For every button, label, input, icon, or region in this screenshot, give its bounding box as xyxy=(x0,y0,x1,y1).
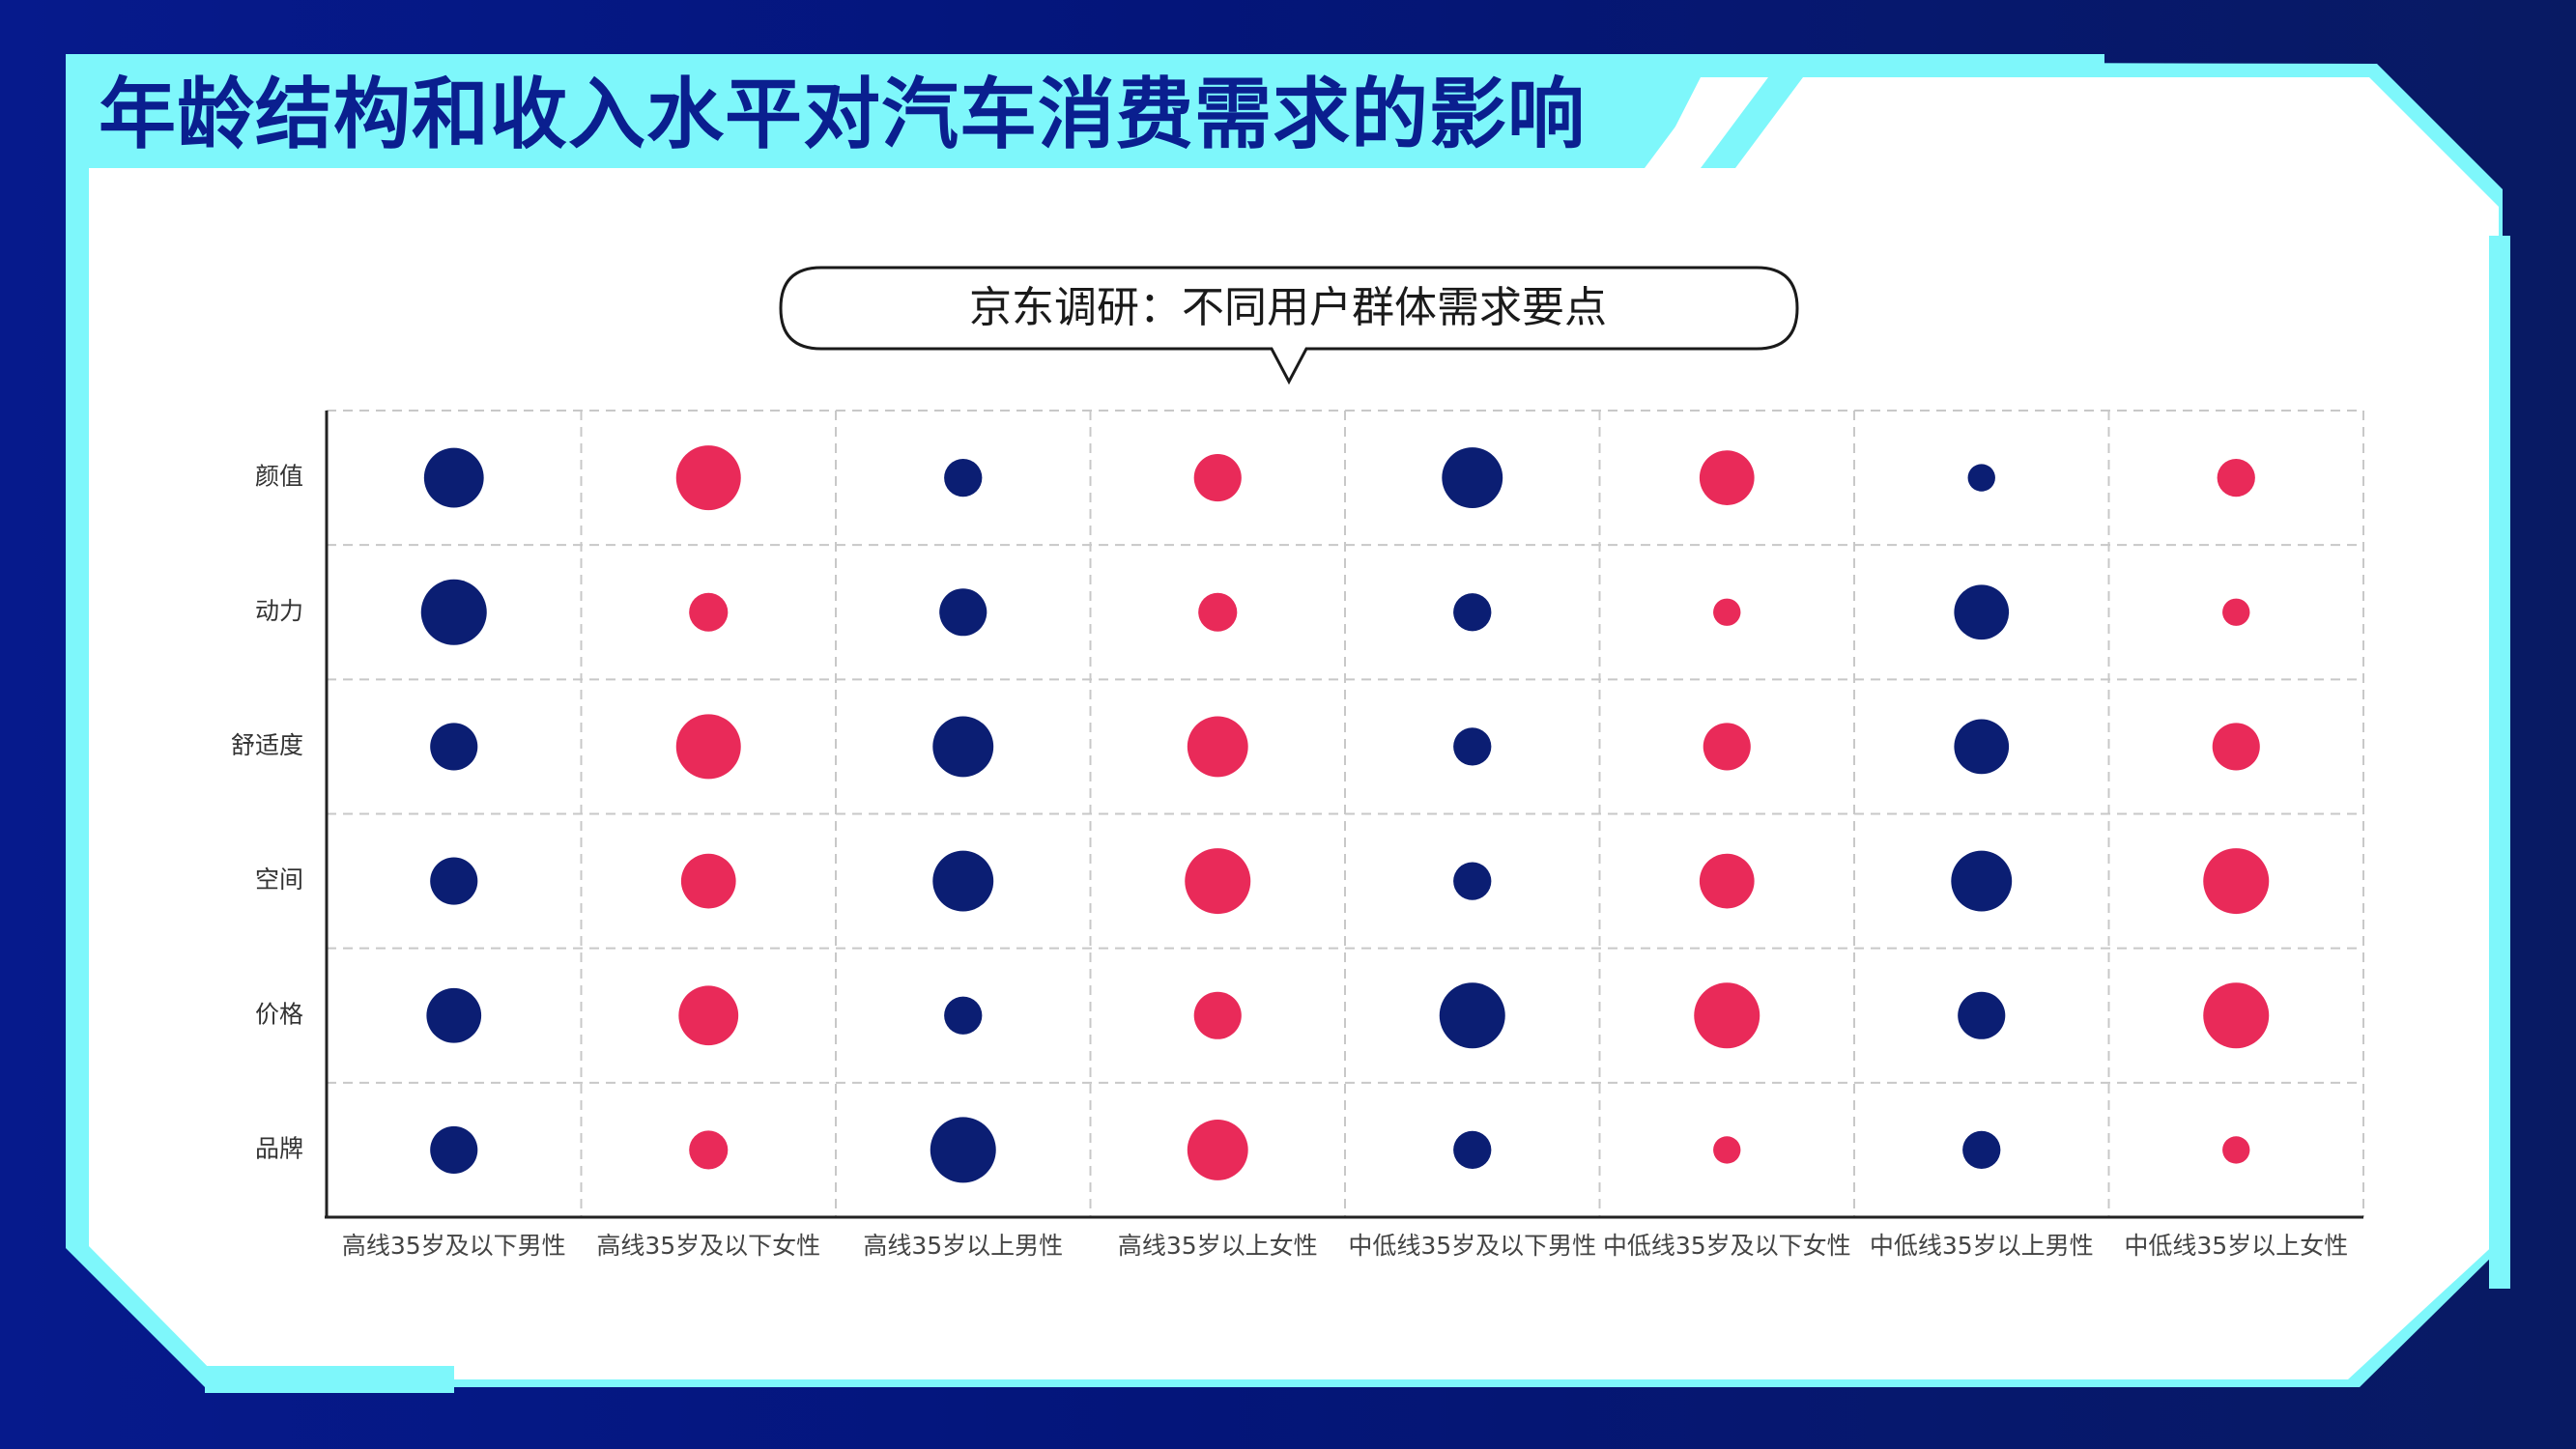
bubble xyxy=(423,447,484,508)
bubble xyxy=(1954,584,2010,640)
bubble xyxy=(1187,1119,1248,1180)
y-tick-label: 动力 xyxy=(255,597,303,625)
bubble xyxy=(1713,1136,1741,1164)
title-banner xyxy=(66,54,2104,168)
bubble xyxy=(430,1125,478,1174)
bubble xyxy=(1187,716,1248,778)
bubble xyxy=(1954,719,2010,775)
bubble xyxy=(689,592,729,632)
subtitle-callout-box xyxy=(779,266,1799,385)
bubbles xyxy=(420,445,2270,1183)
x-tick-labels: 高线35岁及以下男性 高线35岁及以下女性 高线35岁以上男性 高线35岁以上女性 中低… xyxy=(342,1232,2348,1260)
x-tick-label: 中低线35岁及以下男性 xyxy=(1348,1232,1596,1260)
bubble xyxy=(2222,1136,2250,1164)
bubble xyxy=(2212,723,2260,771)
bubble xyxy=(1453,862,1492,900)
bubble xyxy=(426,987,482,1043)
frame-bottom-accent xyxy=(205,1366,454,1393)
bubble xyxy=(1453,593,1492,632)
y-tick-label: 价格 xyxy=(255,1000,303,1028)
bubble xyxy=(2222,598,2250,626)
bubble xyxy=(944,458,983,497)
bubble xyxy=(430,723,478,771)
bubble xyxy=(1699,853,1755,909)
title-stripe-1 xyxy=(1645,77,1747,168)
x-tick-label: 中低线35岁以上男性 xyxy=(1870,1232,2094,1260)
bubble xyxy=(689,1130,729,1170)
x-tick-label: 高线35岁及以下女性 xyxy=(596,1232,820,1260)
bubble xyxy=(1185,848,1251,915)
bubble xyxy=(1193,454,1242,502)
bubble xyxy=(2203,982,2270,1049)
bubble xyxy=(678,985,739,1046)
chart-grid xyxy=(327,410,2364,1217)
bubble xyxy=(930,1117,996,1183)
frame-right-accent-bar xyxy=(2489,236,2510,1289)
x-tick-label: 高线35岁及以下男性 xyxy=(342,1232,566,1260)
bubble xyxy=(2217,458,2255,497)
bubble xyxy=(420,579,487,645)
bubble xyxy=(1193,991,1242,1039)
content-panel xyxy=(89,77,2499,1379)
x-tick-label: 高线35岁以上女性 xyxy=(1118,1232,1318,1260)
bubble xyxy=(675,714,741,780)
y-tick-label: 舒适度 xyxy=(231,731,303,759)
x-tick-label: 高线35岁以上男性 xyxy=(863,1232,1063,1260)
bubble xyxy=(1951,850,2013,912)
bubble xyxy=(1453,1130,1492,1170)
x-tick-label: 中低线35岁以上女性 xyxy=(2124,1232,2348,1260)
bubble xyxy=(944,996,983,1035)
x-tick-label: 中低线35岁及以下女性 xyxy=(1603,1232,1851,1260)
bubble xyxy=(1703,723,1751,771)
bubble xyxy=(680,853,736,909)
title-stripe-2 xyxy=(1701,77,1803,168)
bubble xyxy=(1442,447,1503,509)
bubble xyxy=(1694,982,1760,1049)
bubble xyxy=(1699,450,1755,505)
bubble xyxy=(430,857,478,905)
bubble xyxy=(1198,592,1238,632)
bubble xyxy=(1439,982,1505,1049)
bubble xyxy=(1713,598,1741,626)
chart-title: 京东调研：不同用户群体需求要点 xyxy=(969,283,1607,332)
y-tick-label: 空间 xyxy=(255,866,303,894)
bubble xyxy=(1453,727,1492,766)
bubble xyxy=(1962,1130,2001,1170)
bubble xyxy=(932,716,994,778)
bubble xyxy=(939,588,987,637)
bubble xyxy=(1967,464,1995,492)
bubble xyxy=(2203,848,2270,915)
bubble xyxy=(675,445,741,511)
y-tick-label: 颜值 xyxy=(255,463,303,491)
chart-axes xyxy=(325,411,2363,1219)
bubble xyxy=(932,850,994,912)
y-tick-label: 品牌 xyxy=(255,1134,303,1162)
bubble xyxy=(1958,991,2006,1039)
page-title: 年龄结构和收入水平对汽车消费需求的影响 xyxy=(99,70,1586,159)
